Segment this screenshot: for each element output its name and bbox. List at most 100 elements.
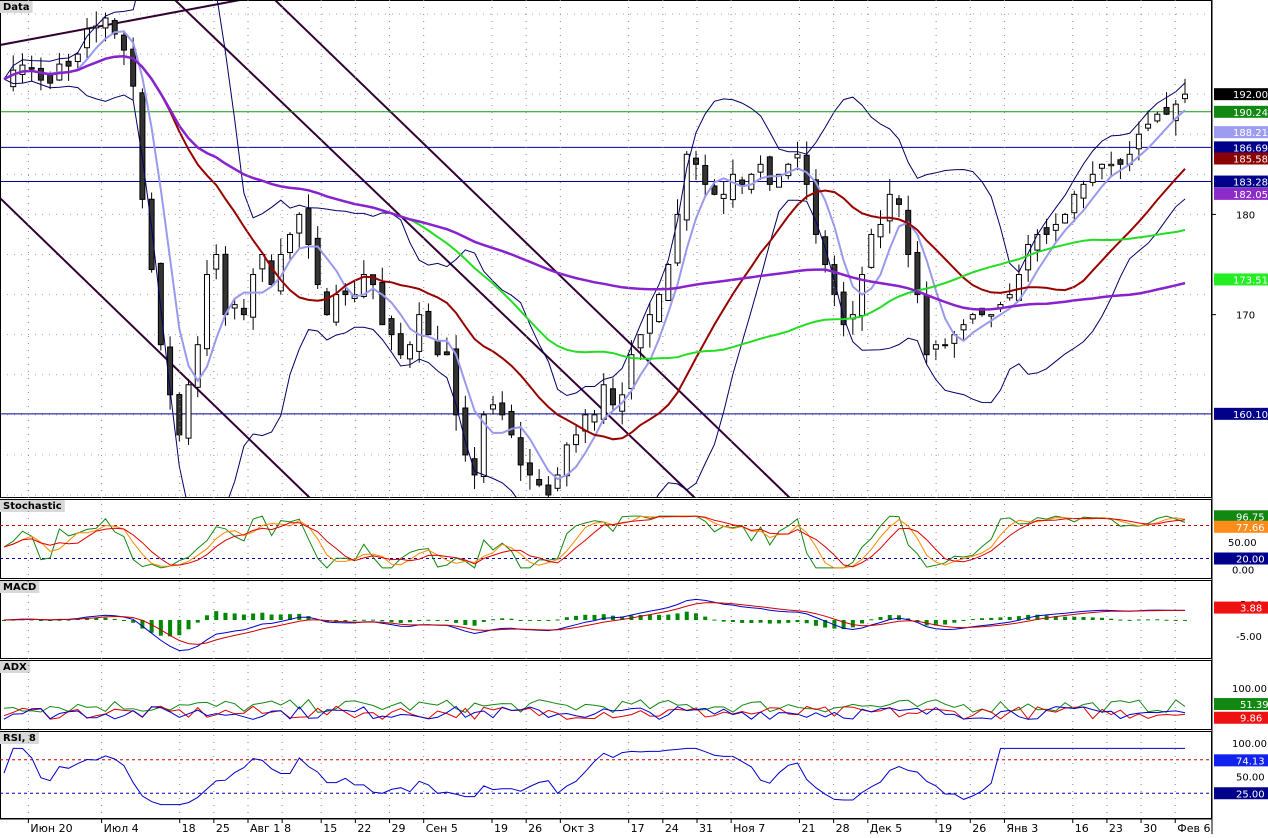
price-badge: 186.69: [1214, 141, 1268, 154]
macd-hist-bar: [121, 620, 126, 621]
macd-hist-bar: [1118, 619, 1123, 621]
candle-body: [960, 324, 967, 331]
candle-body: [1080, 183, 1087, 199]
x-axis-label: Окт 3: [562, 822, 594, 834]
candle-body: [517, 437, 524, 466]
candle-body: [1108, 163, 1115, 167]
macd-hist-bar: [666, 614, 671, 620]
x-axis: Июн 20 Июл 4 18 25 Авг 1 8 15 22 29 Сен 5 19 26 Окт …: [0, 818, 1268, 835]
candle-body: [10, 69, 17, 88]
macd-title-text: MACD: [3, 582, 36, 593]
rsi-badge-bg: [1214, 787, 1268, 800]
x-axis-label: Ноя 7: [733, 822, 765, 834]
candle-body: [812, 179, 819, 235]
macd-hist-bar: [140, 620, 145, 629]
rsi-badge-bg: [1214, 754, 1268, 767]
macd-hist-bar: [795, 620, 800, 623]
candle-body: [1089, 173, 1096, 183]
ma-long: [3, 55, 1186, 311]
macd-hist-bar: [306, 616, 311, 620]
stoch-slow-line: [3, 515, 1186, 568]
macd-hist-bar: [94, 617, 99, 620]
candle-body: [194, 344, 201, 388]
rsi-frame: [0, 731, 1212, 819]
x-axis-label: 24: [665, 822, 679, 834]
stoch-axis-label: 0.00: [1232, 566, 1254, 577]
candle-body: [729, 173, 736, 201]
candle-body: [102, 17, 109, 29]
adx-line: [3, 705, 1186, 720]
adx-badge-bg: [1214, 711, 1268, 724]
macd-hist-bar: [574, 615, 579, 620]
candle-body: [240, 307, 247, 316]
macd-hist-bar: [887, 614, 892, 620]
macd-hist-bar: [786, 620, 791, 623]
candle-body: [1135, 133, 1142, 150]
candle-body: [314, 237, 321, 286]
macd-hist-bar: [343, 620, 348, 622]
macd-hist-bar: [260, 612, 265, 620]
panel-macd: MACD5.00-5.003.88: [0, 580, 1268, 659]
candle-body: [711, 185, 718, 195]
macd-hist-bar: [1090, 617, 1095, 620]
panel-price: Data 180 170 192.00 190.24 188.21 186.69185.58…: [0, 0, 1268, 498]
price-badge: 192.00: [1214, 88, 1268, 101]
candle-body: [65, 60, 72, 67]
rsi-badge-text: 74.13: [1236, 756, 1265, 767]
macd-hist-bar: [426, 619, 431, 621]
candle-body: [877, 223, 884, 238]
candle-body: [979, 307, 986, 316]
price-badge: 183.28: [1214, 175, 1268, 189]
macd-title-bg: [0, 581, 40, 593]
candle-body: [656, 294, 663, 323]
candle-body: [1006, 294, 1013, 299]
macd-hist-bar: [481, 620, 486, 622]
price-badge: 188.21: [1214, 126, 1268, 139]
price-badge-text: 186.69: [1233, 143, 1268, 154]
macd-hist-bar: [454, 620, 459, 623]
macd-hist-bar: [417, 619, 422, 621]
macd-hist-bar: [491, 619, 496, 621]
adx-title: ADX: [0, 661, 31, 673]
candle-body: [1145, 123, 1152, 129]
macd-hist-bar: [1016, 616, 1021, 620]
macd-hist-bar: [1164, 619, 1169, 621]
macd-hist-bar: [48, 620, 53, 621]
macd-hist-bar: [223, 612, 228, 620]
x-axis-label: Фев 6: [1177, 822, 1210, 834]
macd-hist-bar: [232, 613, 237, 620]
adx-minus-di-line: [3, 705, 1186, 721]
adx-axis-label: 100.00: [1232, 684, 1267, 695]
price-plot: [1, 1, 1211, 497]
macd-hist-bar: [251, 613, 256, 620]
macd-hist-bar: [1173, 619, 1178, 621]
price-badge-bg: [1214, 187, 1268, 200]
candle-body: [794, 153, 801, 159]
macd-hist-bar: [546, 620, 551, 621]
macd-hist-bar: [278, 614, 283, 620]
price-badge-text: 190.24: [1233, 108, 1268, 119]
candle-body: [637, 334, 644, 349]
price-badge: 190.24: [1214, 105, 1268, 119]
candle-body: [683, 153, 690, 221]
candle-body: [130, 48, 137, 87]
macd-hist-bar: [1127, 619, 1132, 621]
price-badge-text: 185.58: [1233, 155, 1268, 166]
macd-hist-bar: [657, 614, 662, 620]
candle-body: [646, 314, 653, 334]
price-badge: 182.05: [1214, 187, 1268, 201]
macd-hist-bar: [647, 614, 652, 620]
rsi-title-text: RSI, 8: [3, 733, 36, 744]
price-badge-text: 182.05: [1233, 190, 1268, 201]
candle-body: [406, 344, 413, 360]
macd-hist-bar: [241, 614, 246, 620]
stochastic-title-bg: [0, 500, 65, 512]
stoch-axis-label: 50.00: [1228, 538, 1257, 549]
x-axis-label: 15: [323, 822, 337, 834]
candle-body: [1062, 213, 1069, 224]
rsi-axis-label: 50.00: [1236, 773, 1265, 784]
candle-body: [563, 444, 570, 477]
rsi-line: [3, 747, 1185, 806]
